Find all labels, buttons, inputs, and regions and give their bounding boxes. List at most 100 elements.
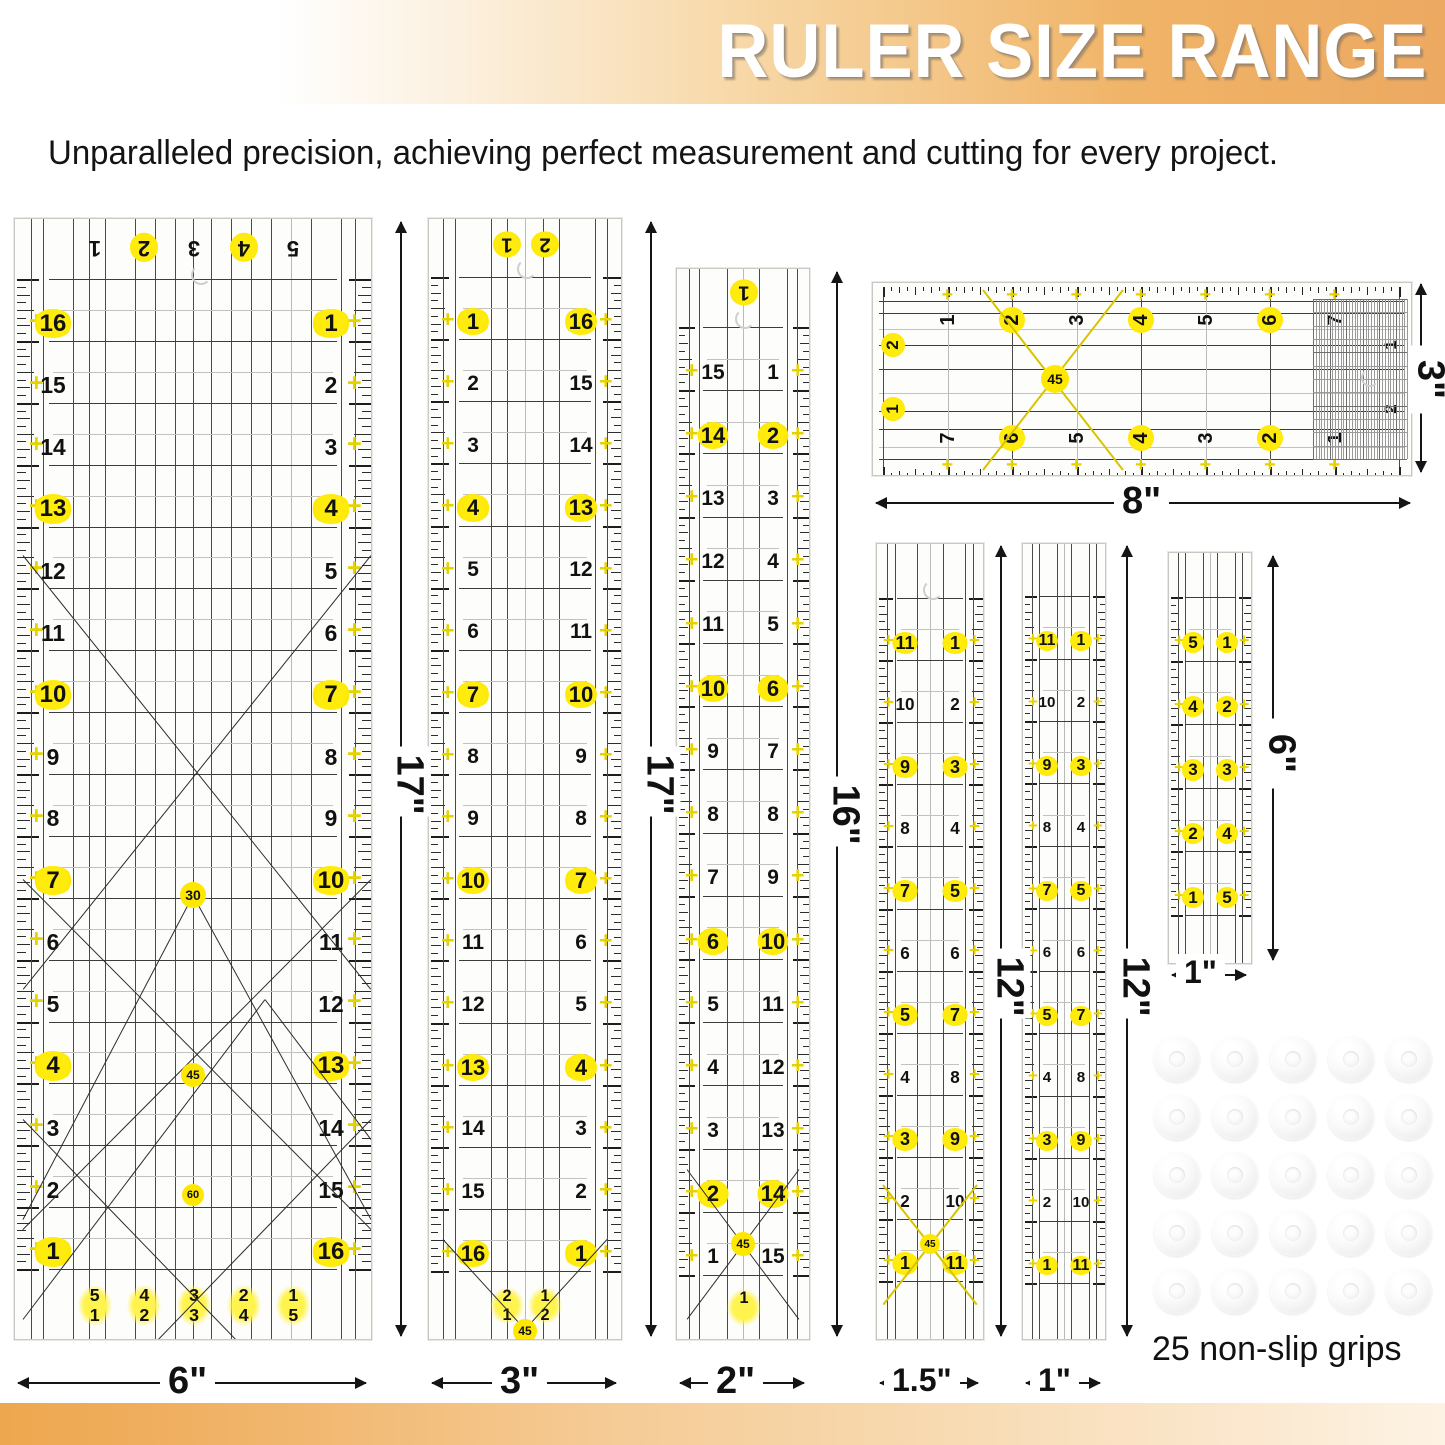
edge-tick xyxy=(1237,287,1239,295)
scale-right-number-3: 3 xyxy=(767,486,779,510)
scale-right-number-8: 8 xyxy=(1076,1068,1086,1086)
edge-tick xyxy=(1189,287,1191,293)
grid-hline xyxy=(897,1032,963,1034)
grid-hline-half xyxy=(53,990,333,992)
inch-plus-mark: + xyxy=(29,430,44,459)
grid-hline xyxy=(49,774,337,775)
inch-plus-mark: + xyxy=(1239,630,1250,651)
page-title: RULER SIZE RANGE xyxy=(717,9,1427,94)
ruler-6x17[interactable]: ++++++++++++++++++++++++++++++++16151413… xyxy=(14,218,372,1340)
grid-vline xyxy=(759,269,760,1339)
scale-right-number-15: 15 xyxy=(318,1176,344,1203)
grid-hline xyxy=(459,898,591,900)
edge-tick xyxy=(1036,287,1038,291)
grid-vline xyxy=(965,544,966,1339)
inch-plus-mark: + xyxy=(1199,284,1212,306)
grid-vline xyxy=(1071,544,1072,1339)
grid-vline xyxy=(947,287,949,471)
scale-left-number-5: 5 xyxy=(1182,632,1204,654)
scale-left-number-6: 6 xyxy=(697,927,729,955)
inch-plus-mark: + xyxy=(441,1237,455,1264)
ruler-1_5x12[interactable]: + + + + + + + + + + + + + + + + + + + + + +11 10 9 8 7 6 5 4 3 2 1 1 2 3 4 5… xyxy=(876,543,984,1340)
scale-left-number-4: 4 xyxy=(1182,695,1204,717)
ruler-1x12[interactable]: + + + + + + + + + + + + + + + + + + + + + +11 10 9 8 7 6 5 4 3 2 1 1 2 3 4 5… xyxy=(1022,543,1106,1340)
grid-vline xyxy=(31,219,32,1339)
grid-hline-half xyxy=(707,485,779,486)
edge-tick xyxy=(1342,473,1344,475)
grid-hline xyxy=(703,895,783,897)
scale-right-number-2: 2 xyxy=(575,1179,587,1203)
grid-hline-half xyxy=(53,495,333,497)
ruler-2x16[interactable]: + + + + + + + + + + + + + + + + + + + + + + + + + + + + + +15 14 13 12 11… xyxy=(676,268,810,1340)
scale-left-number-1: 1 xyxy=(1182,886,1204,908)
edge-tick xyxy=(979,469,981,475)
alignment-notch xyxy=(735,309,755,329)
scale-left-number-10: 10 xyxy=(456,867,490,895)
ruler-3x17[interactable]: + + + + + + + + + + + + + + + + + + + + + + + + + + + + + + + +1 2 3 4 5 6 7 8… xyxy=(428,218,622,1340)
edge-tick xyxy=(1399,467,1401,475)
edge-tick xyxy=(1060,471,1062,475)
inch-plus-mark: + xyxy=(599,306,613,333)
inch-plus-mark: + xyxy=(29,554,44,583)
scale-right-number-3: 3 xyxy=(324,434,338,461)
inch-plus-mark: + xyxy=(969,940,981,961)
non-slip-grip xyxy=(1153,1035,1201,1083)
grid-hline-half xyxy=(901,691,959,693)
edge-tick xyxy=(1221,471,1223,475)
grid-hline xyxy=(1039,1158,1089,1160)
grid-vline xyxy=(887,544,888,1339)
edge-tick xyxy=(1229,287,1231,291)
edge-tick xyxy=(1076,467,1079,475)
edge-tick xyxy=(883,467,885,475)
grid-hline-half xyxy=(707,927,779,929)
scale-left-number-15: 15 xyxy=(701,360,725,384)
scale-left-number-8: 8 xyxy=(46,805,60,832)
inch-plus-mark: + xyxy=(29,616,44,645)
grid-hline xyxy=(1185,851,1235,853)
grid-hline xyxy=(879,411,1405,412)
grid-hline-half xyxy=(463,618,587,620)
inch-plus-mark: + xyxy=(29,1172,44,1201)
inch-plus-mark: + xyxy=(685,609,699,636)
inch-plus-mark: + xyxy=(1006,454,1018,476)
grid-hline xyxy=(49,402,337,404)
edge-tick xyxy=(995,287,997,293)
top-scale-number-2: 2 xyxy=(531,231,559,258)
edge-tick xyxy=(1108,469,1110,475)
scale-right-number-10: 10 xyxy=(311,865,351,896)
edge-tick xyxy=(1302,287,1304,295)
inch-plus-mark: + xyxy=(791,672,805,699)
scale-right-number-16: 16 xyxy=(311,1236,351,1267)
grid-vline xyxy=(89,219,90,1339)
grid-hline-half xyxy=(463,432,587,434)
scale-left-number-16: 16 xyxy=(33,308,73,339)
grid-vline xyxy=(883,287,884,471)
edge-tick xyxy=(891,287,893,291)
inch-plus-mark: + xyxy=(791,1178,805,1205)
dim-r4-height-label: 3" xyxy=(1408,345,1445,414)
inch-plus-mark: + xyxy=(685,862,699,889)
inch-plus-mark: + xyxy=(1093,1003,1103,1023)
non-slip-grip xyxy=(1153,1267,1201,1315)
scale-left-number-2: 2 xyxy=(467,371,479,395)
grid-hline xyxy=(897,1281,963,1282)
scale-left-number-1: 1 xyxy=(892,1252,918,1275)
ruler-1x6[interactable]: + + + + + + + + + +5 4 3 2 1 1 2 3 4 5 xyxy=(1168,552,1252,964)
scale-right-number-8: 8 xyxy=(575,806,587,830)
grid-hline xyxy=(1039,845,1089,847)
scale-right-number-3: 3 xyxy=(1216,759,1238,781)
grid-hline-half xyxy=(707,801,779,802)
inch-plus-mark: + xyxy=(1174,693,1185,714)
edge-tick xyxy=(1286,287,1288,293)
inch-plus-mark: + xyxy=(347,554,362,583)
grid-hline xyxy=(703,579,783,581)
edge-tick xyxy=(1116,287,1118,291)
grid-vline xyxy=(595,219,596,1339)
inch-plus-mark: + xyxy=(883,629,895,651)
grid-hline xyxy=(703,390,783,392)
bottom-fraction-4: 1 5 xyxy=(276,1285,311,1326)
scale-right-number-14: 14 xyxy=(569,434,593,458)
edge-tick xyxy=(899,471,901,475)
scale-right-number-4: 4 xyxy=(1216,823,1238,845)
